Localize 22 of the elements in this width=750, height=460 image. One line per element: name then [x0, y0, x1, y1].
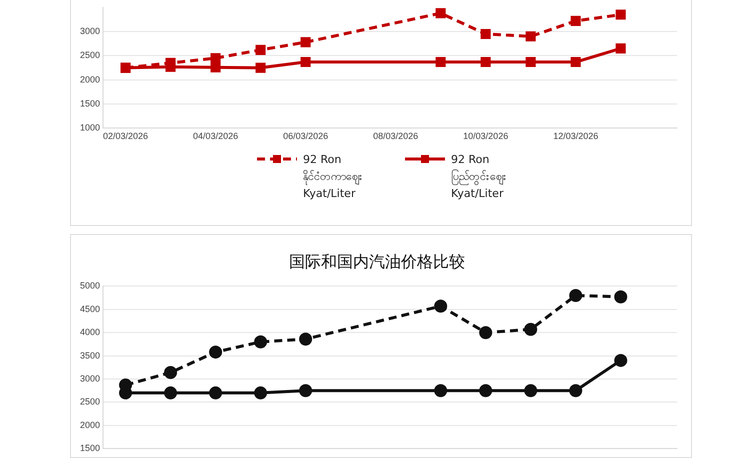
legend-label: 92 Ron ပြည်တွင်းဈေး Kyat/Liter	[451, 152, 507, 202]
y-tick-label: 2000	[80, 74, 100, 84]
y-tick-label: 3000	[80, 373, 100, 384]
y-tick-label: 3500	[80, 350, 100, 360]
y-tick-label: 5000	[80, 280, 100, 291]
y-tick-label: 2000	[80, 420, 100, 430]
x-tick-label: 06/03/2026	[283, 131, 328, 142]
y-tick-label: 4500	[80, 304, 100, 314]
y-tick-label: 1000	[80, 122, 100, 133]
x-tick-label: 12/03/2026	[553, 131, 598, 142]
x-tick-label: 02/03/2026	[103, 131, 148, 142]
x-tick-label: 04/03/2026	[193, 131, 238, 142]
y-tick-label: 2500	[80, 396, 100, 407]
y-tick-label: 4000	[80, 327, 100, 338]
chart-title: 国际和国内汽油价格比较	[289, 252, 465, 271]
y-tick-label: 1500	[80, 98, 100, 109]
y-tick-label: 2500	[80, 50, 100, 60]
x-tick-label: 10/03/2026	[463, 131, 508, 142]
y-tick-label: 3000	[80, 26, 100, 36]
x-tick-label: 08/03/2026	[373, 131, 418, 142]
legend-label: 92 Ron နိုင်ငံတကာဈေး Kyat/Liter	[303, 152, 363, 202]
y-tick-label: 1500	[80, 443, 100, 454]
